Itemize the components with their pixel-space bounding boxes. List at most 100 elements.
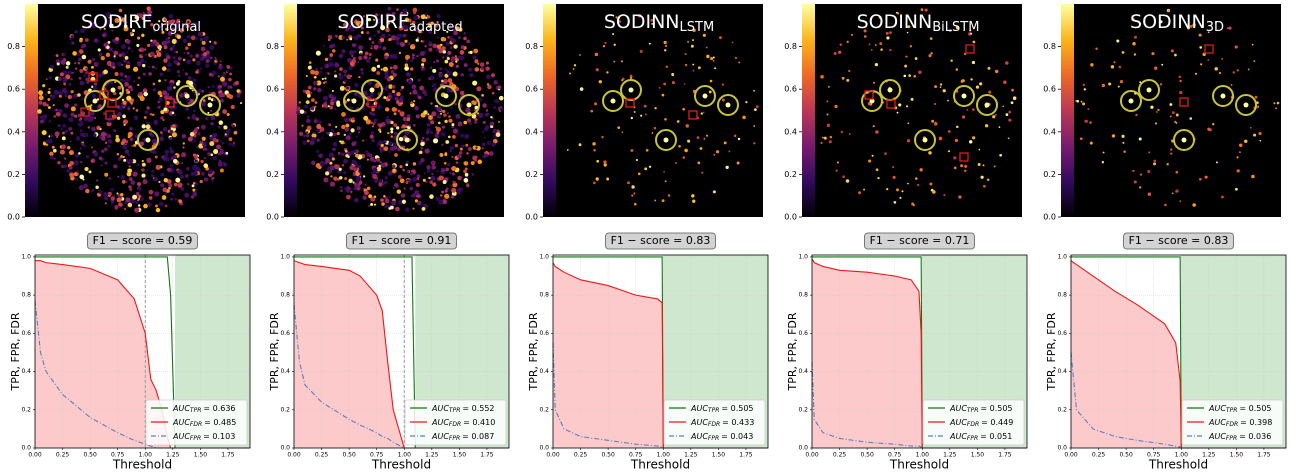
speckle: [396, 8, 399, 11]
speckle: [466, 152, 469, 155]
speckle: [404, 66, 409, 71]
speckle: [322, 44, 326, 48]
speckle: [413, 124, 416, 127]
speckle: [227, 128, 231, 133]
speckle: [393, 182, 399, 188]
speckle: [138, 48, 142, 52]
series-line: [1071, 256, 1286, 449]
speckle: [404, 63, 409, 67]
speckle: [438, 72, 444, 78]
panel-title: SODIRForiginal: [81, 11, 201, 35]
speckle: [425, 132, 429, 136]
false-positive-box: [105, 110, 115, 120]
speckle: [346, 98, 350, 102]
speckle: [171, 132, 178, 138]
speckle: [635, 158, 638, 162]
speckle: [91, 126, 96, 131]
title-box: [87, 232, 198, 250]
speckle: [138, 187, 142, 192]
speckle: [445, 187, 449, 191]
speckle: [481, 67, 485, 71]
speckle: [1236, 169, 1240, 173]
speckle: [90, 19, 93, 23]
speckle: [120, 155, 124, 159]
speckle: [481, 147, 484, 150]
speckle: [147, 14, 152, 19]
speckle: [122, 100, 127, 105]
title-box: [1123, 232, 1234, 250]
speckle: [329, 165, 335, 170]
speckle: [64, 103, 69, 109]
speckle: [103, 69, 108, 75]
speckle: [362, 195, 367, 200]
speckle: [226, 93, 231, 98]
speckle: [378, 179, 383, 183]
speckle: [713, 153, 716, 156]
speckle: [486, 83, 490, 86]
speckle: [155, 164, 161, 170]
x-axis-label: Threshold: [112, 458, 172, 472]
speckle: [420, 141, 425, 147]
speckle: [405, 207, 410, 212]
speckle: [663, 170, 665, 173]
speckle: [633, 110, 636, 113]
speckle: [74, 153, 80, 158]
legend-name-sub: FDR: [190, 421, 202, 428]
speckle: [1251, 174, 1255, 179]
speckle: [463, 32, 467, 35]
speckle: [198, 143, 204, 149]
speckle: [209, 136, 214, 141]
detection-circle: [435, 85, 457, 107]
speckle: [202, 142, 207, 148]
speckle: [63, 82, 67, 86]
speckle: [645, 148, 649, 152]
speckle: [110, 196, 115, 201]
x-tick-label: 1.75: [998, 452, 1012, 459]
speckle: [111, 49, 115, 53]
speckle: [486, 112, 490, 115]
speckle: [301, 124, 304, 127]
image: [1074, 4, 1281, 217]
speckle: [448, 25, 452, 30]
speckle: [661, 93, 665, 97]
speckle: [332, 141, 338, 147]
speckle: [455, 60, 458, 63]
speckle: [452, 128, 458, 134]
speckle: [360, 68, 364, 71]
speckle: [593, 181, 596, 185]
y-tick-label: 0.2: [1057, 406, 1067, 413]
speckle: [423, 110, 428, 115]
speckle: [406, 117, 411, 122]
speckle: [379, 160, 382, 164]
speckle: [314, 101, 318, 104]
speckle: [826, 100, 829, 103]
speckle: [651, 22, 654, 25]
false-positive-box: [1204, 44, 1214, 54]
speckle: [370, 131, 375, 135]
speckle: [194, 159, 198, 163]
speckle: [491, 91, 495, 95]
speckle: [1198, 33, 1202, 37]
speckle: [147, 43, 151, 47]
speckle: [47, 90, 51, 94]
speckle: [388, 150, 391, 154]
area: [553, 262, 768, 448]
x-tick-label: 1.75: [221, 452, 235, 459]
speckle: [837, 50, 842, 54]
speckle: [463, 169, 467, 174]
speckle: [966, 108, 969, 111]
speckle: [451, 166, 457, 172]
speckle: [444, 73, 449, 78]
speckle: [884, 152, 887, 155]
speckle: [892, 175, 896, 179]
speckle: [365, 93, 369, 96]
speckle: [415, 38, 419, 42]
speckle: [373, 85, 377, 88]
speckle: [105, 12, 112, 18]
speckle: [1236, 156, 1239, 159]
speckle: [448, 115, 451, 118]
speckle: [207, 96, 212, 101]
speckle: [368, 194, 373, 199]
speckle: [427, 113, 430, 116]
title-main: SODIRF: [81, 11, 152, 33]
